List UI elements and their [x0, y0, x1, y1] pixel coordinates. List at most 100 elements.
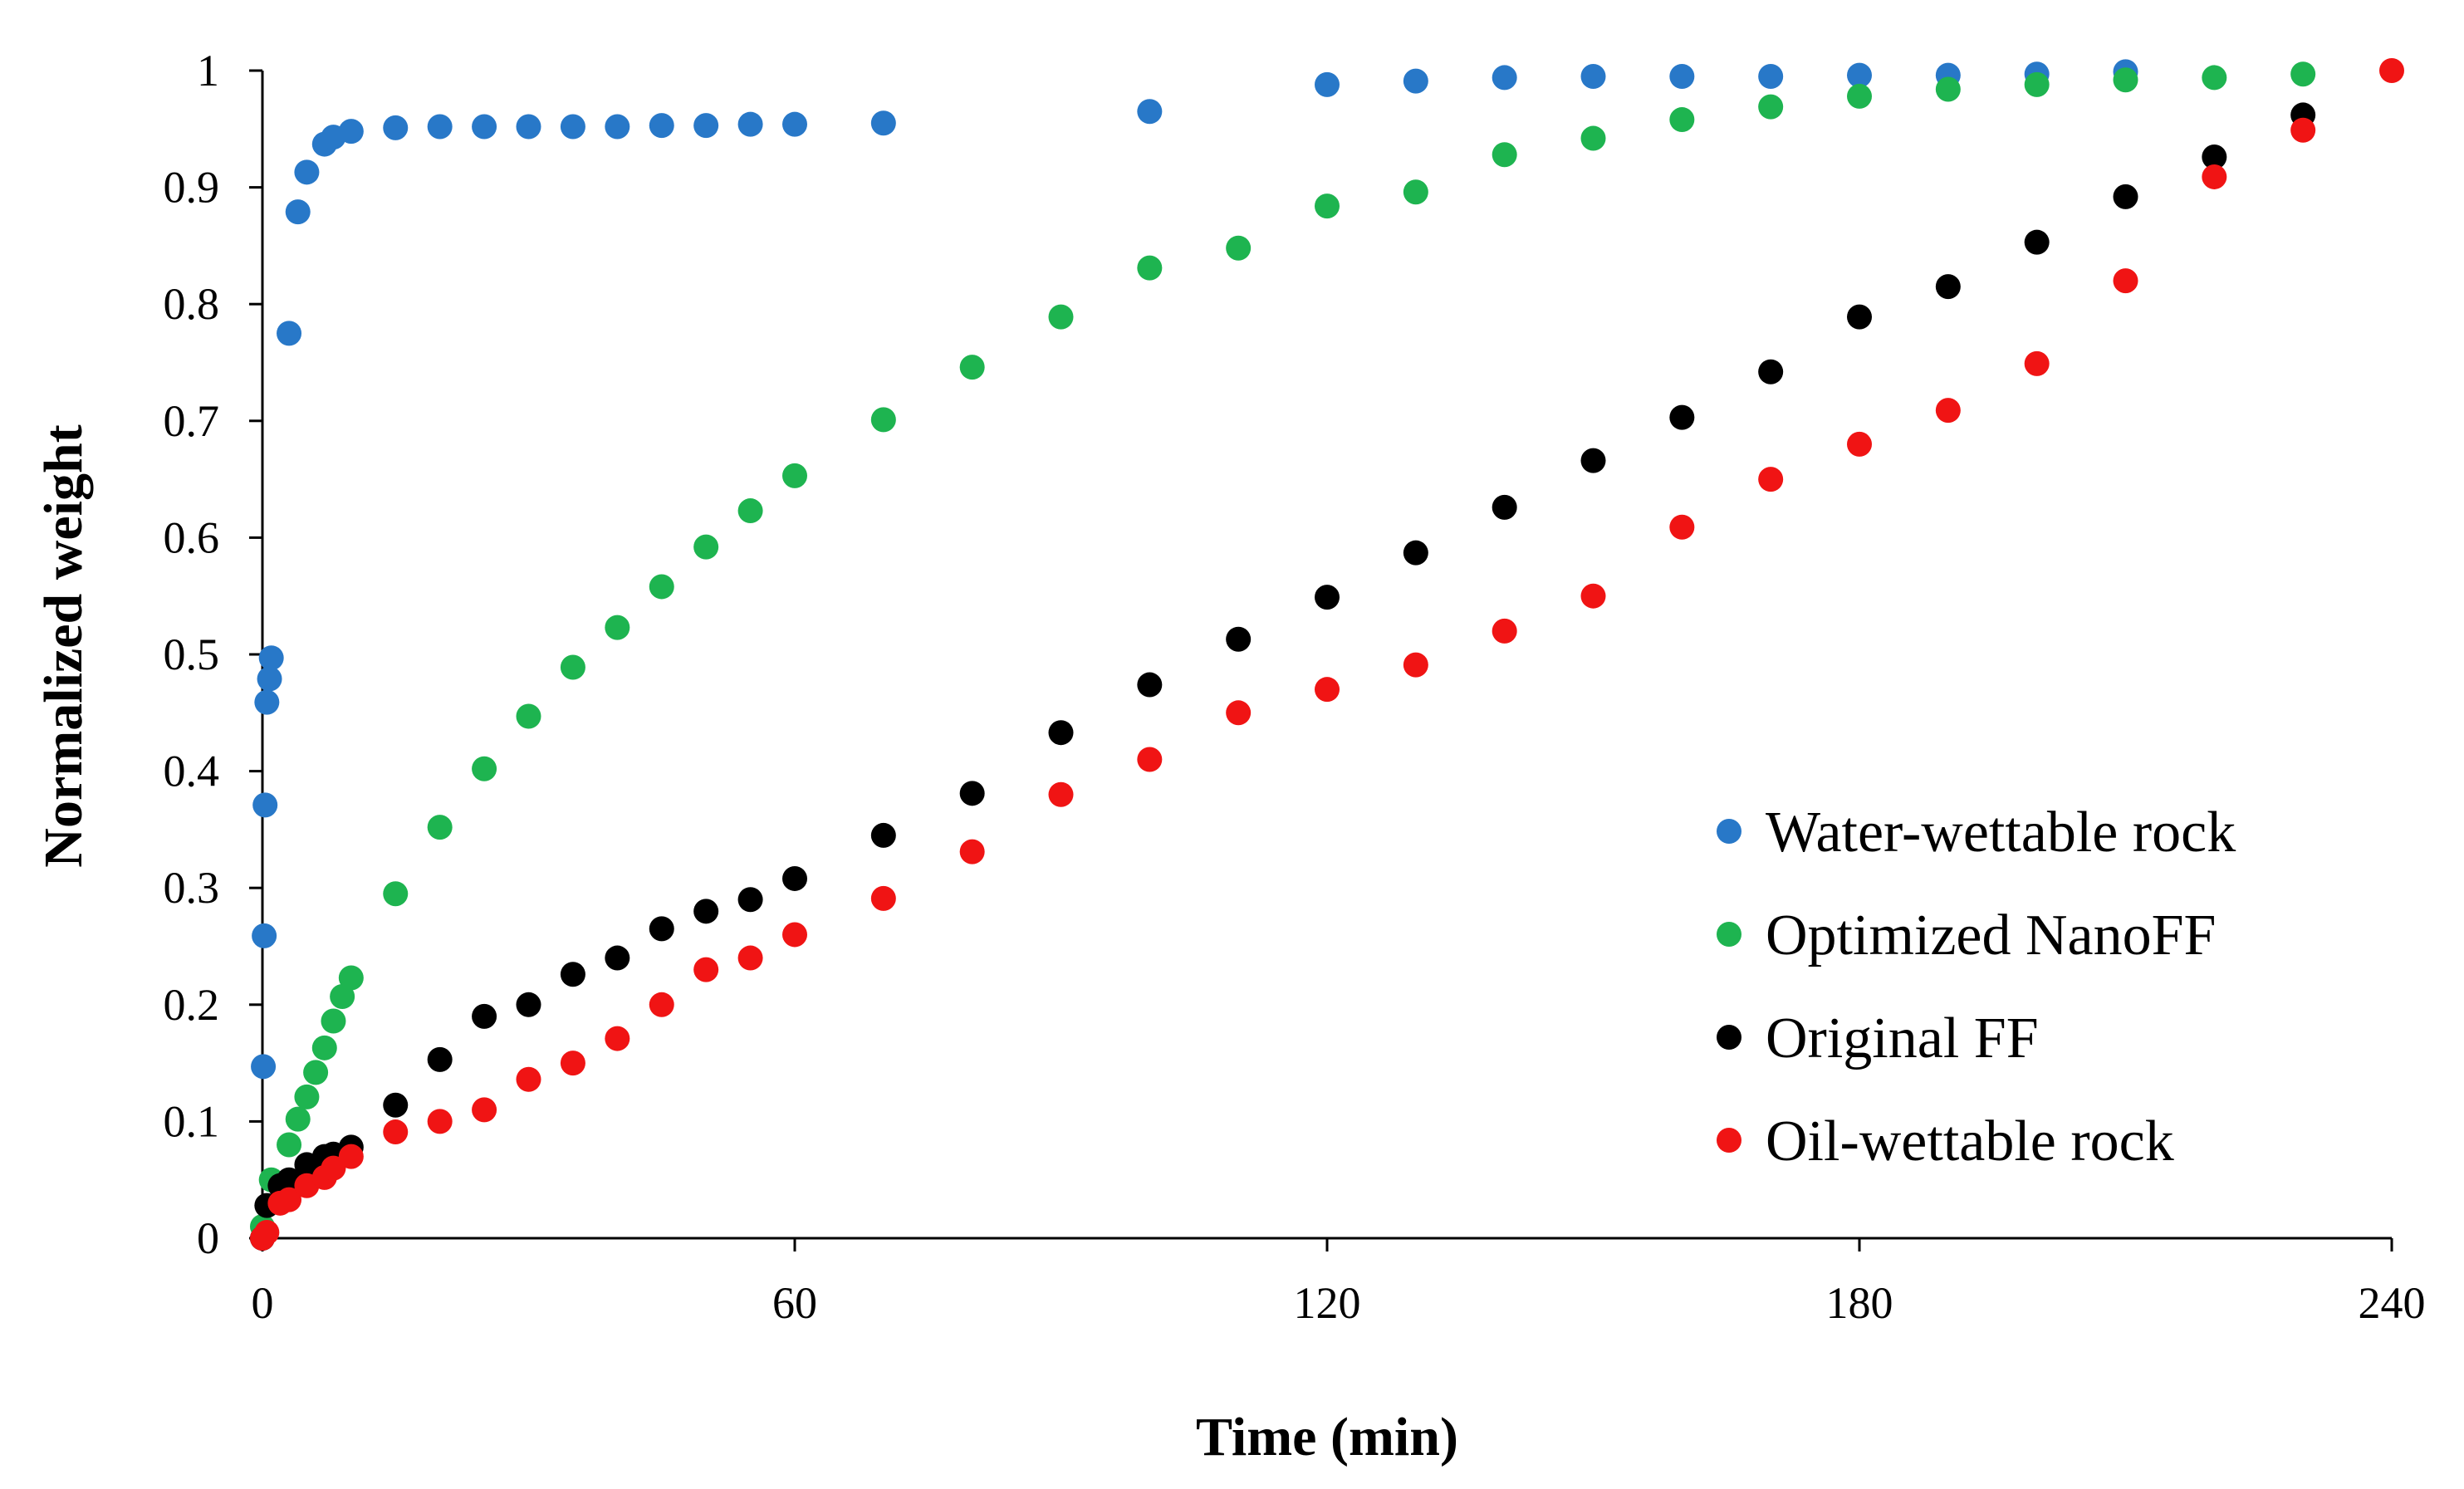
data-point [277, 1133, 301, 1158]
legend-item: Water-wettable rock [1717, 801, 2236, 865]
data-point [1315, 677, 1340, 702]
data-point [339, 119, 364, 144]
data-point [259, 645, 284, 670]
data-point [561, 1051, 585, 1075]
data-point [561, 654, 585, 679]
data-point [960, 840, 985, 865]
data-point [1581, 448, 1606, 473]
x-axis-ticks: 0 60 120 180 240 [252, 1238, 2426, 1328]
data-point [2290, 118, 2315, 143]
data-point [339, 965, 364, 990]
y-tick-label: 0.6 [164, 512, 220, 562]
data-point [1758, 64, 1783, 89]
data-point [605, 615, 629, 640]
data-point [312, 1036, 337, 1060]
y-tick-label: 0.7 [164, 396, 220, 446]
data-point [1669, 515, 1694, 540]
data-point [2114, 184, 2138, 209]
data-point [428, 1047, 453, 1072]
data-point [561, 962, 585, 987]
data-point [286, 199, 311, 224]
data-point [605, 114, 629, 139]
data-point [605, 946, 629, 971]
data-point [428, 1109, 453, 1134]
data-point [1226, 700, 1251, 725]
data-point [960, 781, 985, 806]
data-point [1492, 495, 1517, 520]
data-point [1137, 747, 1162, 772]
data-point [472, 114, 497, 139]
data-point [782, 112, 807, 137]
data-point [252, 792, 277, 817]
data-point [2379, 58, 2404, 83]
data-point [517, 114, 541, 139]
data-point [517, 704, 541, 729]
legend-label: Original FF [1766, 1007, 2039, 1070]
data-point [383, 881, 408, 906]
data-point [782, 922, 807, 947]
series-2-points [250, 102, 2315, 1251]
x-tick-label: 180 [1826, 1278, 1893, 1328]
data-point [2114, 268, 2138, 293]
data-point [2202, 65, 2226, 90]
data-point [2290, 61, 2315, 86]
y-axis-title: Normalized weight [33, 424, 94, 867]
data-point [649, 992, 674, 1017]
data-point [428, 815, 453, 840]
data-point [321, 1008, 345, 1033]
data-point [1049, 782, 1074, 807]
data-point [1226, 236, 1251, 261]
data-point [383, 1093, 408, 1118]
data-point [1492, 65, 1517, 90]
data-point [1758, 360, 1783, 384]
data-point [1669, 107, 1694, 132]
legend-marker [1717, 819, 1741, 844]
data-point [1936, 76, 1961, 101]
data-point [1403, 541, 1428, 566]
data-point [693, 535, 718, 560]
data-point [1581, 126, 1606, 151]
legend-label: Optimized NanoFF [1766, 904, 2216, 967]
data-point [1403, 69, 1428, 94]
data-point [1669, 64, 1694, 89]
data-point [782, 463, 807, 488]
data-point [2202, 164, 2226, 189]
data-point [1049, 720, 1074, 745]
data-point [1315, 72, 1340, 97]
data-point [339, 1144, 364, 1169]
data-point [782, 866, 807, 891]
data-point [1492, 619, 1517, 644]
data-point [2025, 351, 2050, 376]
data-point [605, 1026, 629, 1051]
legend-item: Oil-wettable rock [1717, 1109, 2174, 1173]
y-tick-label: 0.4 [164, 747, 220, 796]
x-tick-label: 60 [772, 1278, 817, 1328]
data-point [693, 958, 718, 982]
data-point [1403, 179, 1428, 204]
data-point [1758, 467, 1783, 492]
legend-marker [1717, 1025, 1741, 1050]
data-point [1847, 84, 1872, 109]
data-point [286, 1107, 311, 1132]
data-point [960, 355, 985, 380]
data-point [1847, 305, 1872, 330]
data-point [1315, 585, 1340, 610]
data-point [254, 1220, 279, 1245]
x-tick-label: 240 [2359, 1278, 2426, 1328]
data-point [649, 113, 674, 138]
legend-marker [1717, 1128, 1741, 1153]
data-point [871, 110, 896, 135]
y-tick-label: 0.8 [164, 279, 220, 329]
data-point [1581, 64, 1606, 89]
series-3-points [250, 58, 2404, 1251]
data-point [1936, 274, 1961, 299]
data-point [252, 923, 277, 948]
data-point [294, 159, 319, 184]
data-point [1315, 193, 1340, 218]
data-point [472, 757, 497, 781]
data-point [2114, 67, 2138, 92]
chart: 0 60 120 180 240 00.10.20.30.40.50.60.70.80.… [0, 0, 2464, 1489]
data-point [1226, 627, 1251, 652]
data-point [2025, 230, 2050, 255]
data-points [250, 58, 2404, 1251]
